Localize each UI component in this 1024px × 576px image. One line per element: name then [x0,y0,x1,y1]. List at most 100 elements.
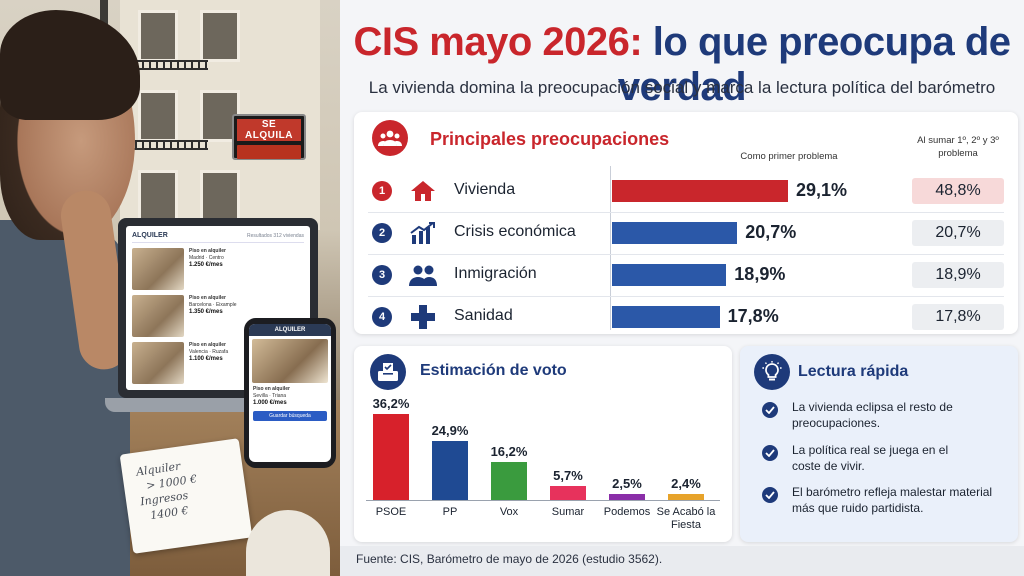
listing-info: Piso en alquiler Valencia · Ruzafa 1.100… [189,342,228,384]
phone-save-search-button: Guardar búsqueda [253,411,327,421]
row-divider [368,254,1004,255]
vote-title: Estimación de voto [420,362,567,379]
ballot-box-icon [370,354,406,390]
listing-item: Piso en alquiler Madrid · Centro 1.250 €… [132,248,304,290]
vote-bar [373,414,409,500]
bar-axis [610,166,611,330]
laptop-app-brand: ALQUILER [132,232,168,239]
photo-illustration: SE ALQUILA ALQUILER Resultados 312 vivie… [0,0,340,576]
lightbulb-icon [754,354,790,390]
building-window [138,10,178,62]
vote-party-label: PP [442,506,458,518]
phone-listing-price: 1.000 €/mes [253,400,287,406]
vote-value: 5,7% [553,468,583,484]
quick-read-item: La vivienda eclipsa el resto de preocupa… [792,400,953,430]
vote-bar [668,494,704,500]
listing-price: 1.350 €/mes [189,309,223,315]
listing-location: Valencia · Ruzafa [189,349,229,355]
quick-read-title: Lectura rápida [798,363,909,380]
laptop-app-results: Resultados 312 viviendas [247,232,304,239]
listing-location: Madrid · Centro [189,255,224,261]
listing-photo [132,295,184,337]
listing-location: Barcelona · Eixample [189,302,237,308]
column-header-sum: Al sumar 1º, 2º y 3º problema [917,135,999,159]
listing-price: 1.100 €/mes [189,356,223,362]
row-divider [368,212,1004,213]
quick-read-card: Lectura rápida La vivienda eclipsa el re… [740,346,1018,542]
concern-label: Sanidad [454,307,513,324]
smartphone: ALQUILER Piso en alquiler Sevilla · Tria… [244,318,336,468]
phone-listing-photo [252,339,328,383]
building-window [138,90,178,142]
rank-badge: 2 [372,223,392,243]
vote-party-label: PSOE [375,506,407,518]
quick-read-item: La política real se juega en el coste de… [792,443,949,473]
vote-bar [432,440,468,500]
laptop-app-header: ALQUILER Resultados 312 viviendas [132,232,304,243]
vote-party-label: Sumar [551,506,585,518]
check-icon [762,402,778,418]
for-rent-sign-text: SE ALQUILA [237,119,301,141]
listing-title: Piso en alquiler [189,342,226,348]
chart-growth-icon [408,219,438,247]
check-icon [762,487,778,503]
smartphone-screen: ALQUILER Piso en alquiler Sevilla · Tria… [249,324,331,462]
concern-label: Inmigración [454,265,537,282]
concern-sum-value: 18,9% [912,262,1004,288]
concern-bar [612,306,720,328]
vote-value: 2,4% [671,476,701,492]
rank-badge: 1 [372,181,392,201]
concern-bar [612,222,738,244]
vote-bar [550,486,586,500]
source-note: Fuente: CIS, Barómetro de mayo de 2026 (… [356,552,663,566]
concern-label: Vivienda [454,181,516,198]
page-title: CIS mayo 2026: lo que preocupa de verdad [340,20,1024,110]
concerns-title: Principales preocupaciones [430,129,670,149]
people-icon [408,261,438,289]
page-subtitle: La vivienda domina la preocupación socia… [368,78,996,97]
medical-cross-icon [408,303,438,331]
concern-value: 18,9% [734,264,786,284]
vote-party-label: Podemos [603,506,651,518]
phone-listing-location: Sevilla · Triana [253,393,287,399]
listing-info: Piso en alquiler Madrid · Centro 1.250 €… [189,248,226,290]
concern-value: 29,1% [796,180,848,200]
listing-photo [132,342,184,384]
people-group-icon [372,120,408,156]
concern-bar [612,264,727,286]
vote-party-label: Se Acabó la Fiesta [656,506,716,531]
quick-read-item: El barómetro refleja malestar material m… [792,485,993,515]
for-rent-sign-led [237,145,301,159]
concerns-card: Principales preocupaciones Como primer p… [354,112,1018,334]
concern-sum-value: 20,7% [912,220,1004,246]
phone-listing-title: Piso en alquiler [253,386,290,392]
house-icon [408,177,438,205]
listing-item: Piso en alquiler Barcelona · Eixample 1.… [132,295,304,337]
balcony-rail [128,60,208,70]
row-divider [368,296,1004,297]
phone-app-brand: ALQUILER [249,324,331,336]
building-window [200,10,240,62]
check-icon [762,445,778,461]
footer-bar [340,546,1024,576]
listing-price: 1.250 €/mes [189,262,223,268]
phone-listing-info: Piso en alquiler Sevilla · Triana 1.000 … [249,386,331,407]
balcony-rail [128,140,208,150]
building-window [200,170,240,222]
listing-info: Piso en alquiler Barcelona · Eixample 1.… [189,295,237,337]
vote-bar [609,494,645,500]
coffee-mug [246,510,330,576]
listing-item: Piso en alquiler Valencia · Ruzafa 1.100… [132,342,304,384]
vote-value: 36,2% [372,396,410,411]
rank-badge: 4 [372,307,392,327]
vote-bar [491,461,527,500]
page-title-rest: lo que preocupa de verdad [617,20,1011,109]
concern-sum-value: 17,8% [912,304,1004,330]
listing-title: Piso en alquiler [189,248,226,254]
vote-value: 2,5% [612,476,642,492]
listing-photo [132,248,184,290]
vote-value: 16,2% [490,443,528,459]
page-title-accent: CIS mayo 2026: [353,20,643,64]
listing-title: Piso en alquiler [189,295,226,301]
vote-card: Estimación de voto 36,2% PSOE 24,9% PP 16,2%… [354,346,732,542]
